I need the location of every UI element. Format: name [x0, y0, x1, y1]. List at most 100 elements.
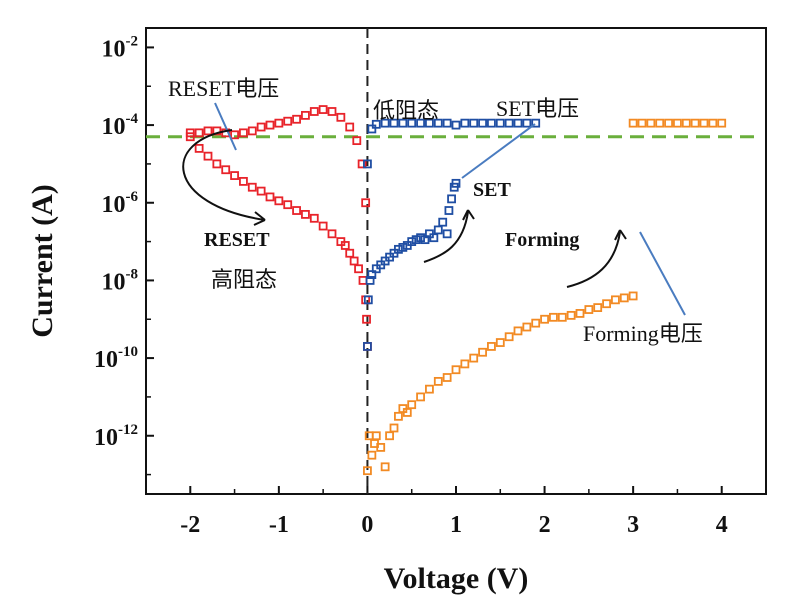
data-point: [411, 235, 421, 245]
data-point: [265, 192, 275, 202]
data-point: [265, 120, 275, 130]
data-point: [407, 400, 417, 410]
data-point: [433, 376, 443, 386]
data-point: [469, 118, 479, 128]
data-point: [416, 392, 425, 402]
x-tick-label: 4: [716, 512, 728, 538]
data-point: [402, 408, 412, 417]
data-point: [398, 243, 408, 252]
data-point: [442, 118, 452, 128]
data-point: [487, 342, 496, 351]
data-point: [365, 276, 375, 285]
series-0: [185, 105, 372, 351]
data-point: [478, 347, 487, 357]
annotation-set: SET: [473, 179, 511, 201]
data-point: [444, 206, 454, 215]
data-point: [203, 126, 213, 136]
data-point: [363, 342, 372, 351]
arrow-forming-curve: [566, 231, 621, 288]
data-point: [212, 126, 222, 136]
data-point: [664, 118, 673, 128]
data-point: [416, 118, 425, 128]
arrow-set-head: [462, 209, 475, 221]
data-point: [230, 130, 239, 140]
data-point: [447, 194, 456, 204]
data-point: [442, 373, 452, 382]
data-point: [438, 217, 448, 227]
data-point: [690, 118, 700, 128]
data-point: [522, 118, 532, 128]
data-point: [451, 120, 461, 130]
data-point: [318, 105, 328, 114]
data-point: [352, 136, 362, 146]
data-point: [425, 118, 434, 128]
data-point: [354, 264, 363, 274]
data-point: [549, 312, 558, 322]
data-point: [349, 256, 359, 266]
y-tick-label: 10-2: [102, 33, 139, 62]
data-point: [345, 122, 355, 132]
data-point: [371, 119, 381, 129]
data-point: [451, 365, 461, 375]
y-tick-label: 10-10: [94, 344, 138, 373]
y-tick-label: 10-8: [102, 266, 139, 295]
annotations: RESET电压 低阻态 SET电压 SET RESET 高阻态 Forming …: [168, 76, 703, 346]
data-point: [451, 178, 461, 188]
x-axis-title: Voltage (V): [384, 562, 529, 595]
data-point: [363, 159, 372, 169]
data-point: [363, 295, 373, 305]
data-point: [504, 332, 514, 342]
data-point: [522, 322, 532, 332]
data-point: [699, 118, 709, 128]
data-point: [646, 118, 656, 128]
data-point: [389, 118, 399, 128]
data-point: [389, 423, 399, 433]
data-point: [584, 305, 594, 314]
arrow-reset-curve: [182, 129, 266, 221]
data-point: [619, 293, 629, 303]
data-point: [487, 118, 496, 128]
arrow-set-curve: [423, 211, 469, 263]
x-tick-label: -1: [269, 512, 289, 538]
data-point: [283, 200, 293, 210]
data-point: [593, 303, 603, 313]
data-point: [513, 118, 523, 128]
data-point: [367, 450, 377, 460]
x-tick-label: 3: [627, 512, 639, 538]
data-point: [380, 118, 390, 128]
data-point: [394, 411, 403, 421]
data-point: [460, 359, 470, 369]
annotation-set-voltage: SET电压: [496, 96, 579, 121]
data-point: [194, 128, 204, 138]
data-point: [274, 118, 284, 128]
arrow-reset-head: [253, 211, 266, 226]
data-point: [504, 118, 514, 128]
data-point: [407, 118, 417, 128]
data-point: [433, 118, 443, 128]
y-tick-label: 10-4: [102, 111, 139, 140]
data-point: [495, 118, 505, 128]
annotation-high-resistance: 高阻态: [211, 268, 277, 293]
data-point: [420, 235, 430, 245]
data-point: [442, 229, 452, 239]
data-point: [376, 442, 386, 452]
data-point: [340, 241, 350, 250]
data-point: [708, 118, 718, 128]
data-point: [203, 151, 213, 161]
annotation-reset: RESET: [204, 229, 270, 251]
data-point: [362, 314, 371, 324]
data-point: [681, 118, 691, 128]
data-point: [212, 159, 222, 169]
data-point: [247, 126, 257, 136]
data-point: [239, 128, 248, 138]
data-point: [717, 118, 727, 128]
data-point: [357, 159, 367, 169]
data-point: [557, 312, 567, 322]
data-point: [611, 295, 620, 305]
pointer-forming-voltage: [639, 231, 686, 316]
data-point: [371, 431, 381, 441]
data-point: [274, 196, 284, 206]
data-point: [460, 118, 470, 128]
data-point: [367, 124, 377, 134]
data-point: [602, 299, 611, 309]
